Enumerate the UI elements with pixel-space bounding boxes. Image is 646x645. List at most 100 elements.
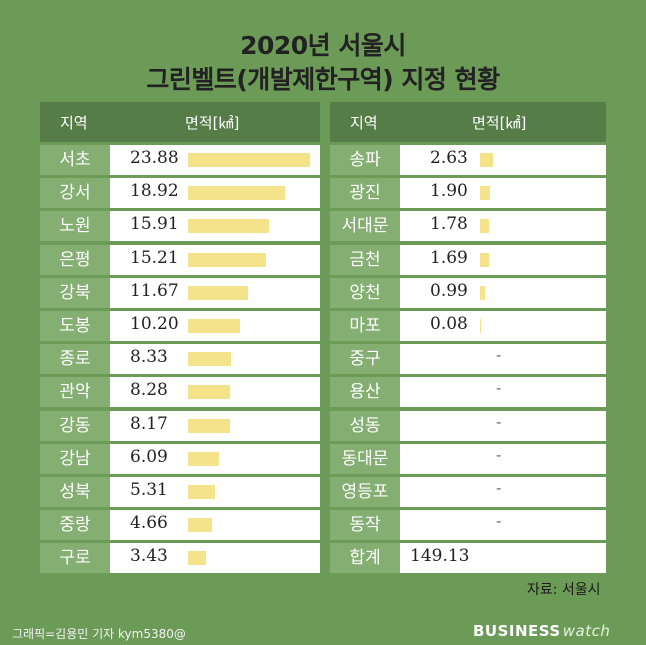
data-label: 0.08 [430, 314, 468, 334]
data-label: 2.63 [430, 148, 468, 168]
data-label: 8.17 [130, 413, 168, 434]
table-row: 용산 - [330, 377, 606, 408]
brand-watch: watch [562, 622, 611, 640]
bar-구로 [188, 551, 206, 566]
value-cell: 18.92 [110, 178, 320, 209]
region-label: 도봉 [40, 311, 110, 341]
region-label: 관악 [40, 377, 110, 408]
value-cell: - [400, 477, 606, 507]
no-data-dash: - [496, 445, 502, 464]
region-label: 중랑 [40, 510, 110, 541]
no-data-dash: - [496, 479, 502, 497]
no-data-dash: - [496, 346, 502, 365]
bar-성북 [188, 485, 216, 499]
data-label: 8.28 [130, 380, 168, 401]
header-region: 지역 [60, 114, 88, 132]
bar-종로 [188, 352, 231, 367]
table-row: 중구 - [330, 344, 606, 375]
table-row: 강북 11.67 [40, 277, 320, 308]
no-data-dash: - [496, 512, 502, 531]
value-cell: - [400, 377, 606, 408]
table-row: 송파 2.63 [330, 145, 606, 175]
region-label: 서대문 [330, 211, 400, 242]
data-label: 15.21 [130, 247, 179, 268]
region-label: 노원 [40, 211, 110, 242]
value-cell: 23.88 [110, 145, 320, 175]
bar-강북 [188, 285, 248, 300]
bar-서초 [188, 153, 310, 167]
table-row: 동작 - [330, 510, 606, 541]
bar-금천 [480, 252, 489, 267]
chart-title-line1: 2020년 서울시 [240, 31, 406, 60]
table-row: 중랑 4.66 [40, 510, 320, 541]
region-label: 종로 [40, 344, 110, 375]
region-label: 강북 [40, 277, 110, 308]
bar-강서 [188, 186, 285, 201]
value-cell: 15.21 [110, 244, 320, 275]
table-row: 성북 5.31 [40, 477, 320, 507]
region-label: 강서 [40, 178, 110, 209]
region-label: 성동 [330, 410, 400, 441]
region-label: 영등포 [330, 477, 400, 507]
data-label: 8.33 [130, 347, 168, 368]
bar-중랑 [188, 518, 212, 533]
data-label: 11.67 [130, 280, 179, 301]
value-cell: 149.13 [400, 543, 606, 574]
value-cell: 2.63 [400, 145, 606, 175]
no-data-dash: - [496, 412, 502, 431]
value-cell: 1.69 [400, 244, 606, 275]
table-row: 도봉 10.20 [40, 311, 320, 341]
value-cell: - [400, 410, 606, 441]
brand-business: BUSINESS [473, 622, 561, 640]
value-cell: 3.43 [110, 543, 320, 574]
total-row: 합계 149.13 [330, 543, 606, 574]
source-note: 자료: 서울시 [527, 582, 601, 598]
table-row: 마포 0.08 [330, 311, 606, 341]
table-row: 영등포 - [330, 477, 606, 507]
bar-도봉 [188, 319, 241, 333]
value-cell: 10.20 [110, 311, 320, 341]
table-row: 관악 8.28 [40, 377, 320, 408]
data-label: 0.99 [430, 280, 468, 301]
region-label: 성북 [40, 477, 110, 507]
bar-양천 [480, 285, 486, 300]
table-row: 강서 18.92 [40, 178, 320, 209]
value-cell: 8.33 [110, 344, 320, 375]
bar-송파 [480, 153, 494, 167]
table-row: 성동 - [330, 410, 606, 441]
table-row: 종로 8.33 [40, 344, 320, 375]
value-cell: 0.08 [400, 311, 606, 341]
total-label: 합계 [330, 543, 400, 574]
header-area: 면적[㎢] [472, 114, 527, 132]
data-label: 1.90 [430, 181, 468, 202]
data-label: 1.69 [430, 247, 468, 268]
table-row: 서대문 1.78 [330, 211, 606, 242]
region-label: 중구 [330, 344, 400, 375]
bar-은평 [188, 252, 266, 267]
no-data-dash: - [496, 379, 502, 398]
region-label: 금천 [330, 244, 400, 275]
header-region: 지역 [350, 114, 378, 132]
region-label: 동작 [330, 510, 400, 541]
table-row: 강동 8.17 [40, 410, 320, 441]
value-cell: 8.17 [110, 410, 320, 441]
table-row: 광진 1.90 [330, 178, 606, 209]
bar-관악 [188, 385, 231, 400]
bar-강남 [188, 451, 220, 466]
region-label: 마포 [330, 311, 400, 341]
value-cell: 4.66 [110, 510, 320, 541]
graphic-credit: 그래픽=김용민 기자 kym5380@ [12, 627, 186, 641]
region-label: 서초 [40, 145, 110, 175]
data-label: 1.78 [430, 214, 468, 235]
data-label: 5.31 [130, 480, 168, 500]
value-cell: 11.67 [110, 277, 320, 308]
table-row: 금천 1.69 [330, 244, 606, 275]
value-cell: 1.90 [400, 178, 606, 209]
table-row: 동대문 - [330, 443, 606, 474]
total-value: 149.13 [410, 546, 470, 567]
bar-서대문 [480, 219, 490, 234]
region-label: 광진 [330, 178, 400, 209]
region-label: 구로 [40, 543, 110, 574]
region-label: 양천 [330, 277, 400, 308]
value-cell: 15.91 [110, 211, 320, 242]
